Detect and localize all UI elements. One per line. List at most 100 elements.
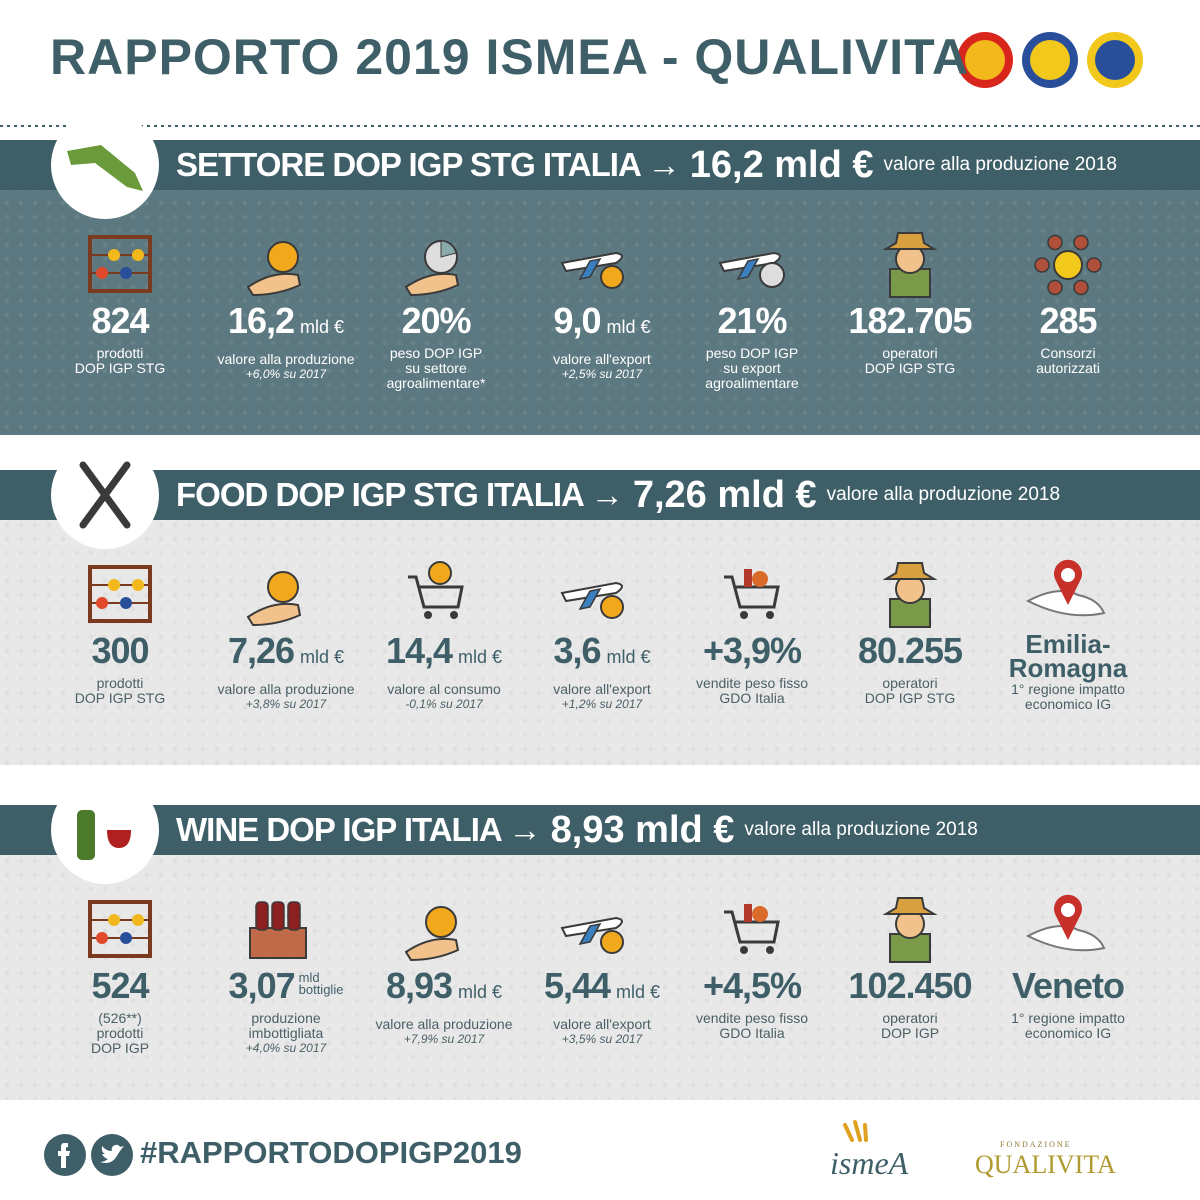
stat-label-line: DOP IGP STG (864, 360, 956, 376)
stat-number: 182.705 (848, 300, 972, 341)
section-pattern (0, 855, 1200, 1100)
stat-number: 9,0 (553, 300, 601, 341)
ismea-logo: ismeA (830, 1145, 909, 1181)
stat-unit-sub: bottiglie (298, 982, 344, 997)
stat-number: 3,07 (228, 965, 296, 1006)
section-title: WINE DOP IGP ITALIA → (176, 811, 542, 848)
stat-label-line: su export (723, 360, 781, 376)
twitter-glyph (100, 1144, 124, 1163)
stat: 3,07 mld bottiglie produzione imbottigliata +… (211, 967, 361, 1056)
stat-value: Emilia-Romagna (988, 629, 1148, 683)
section-title: FOOD DOP IGP STG ITALIA → (176, 476, 624, 513)
stat: 20% peso DOP IGP su settore agroalimentare* (361, 302, 511, 391)
stat-label-line: GDO Italia (719, 1025, 785, 1041)
glass-icon (107, 830, 131, 848)
stat: 7,26 mld € valore alla produzione +3,8% su … (211, 632, 361, 712)
icon-crate (249, 901, 307, 959)
section-header-band (0, 470, 1200, 520)
stat-value: Veneto (993, 967, 1143, 1005)
stat-number: 5,44 (543, 965, 611, 1006)
icon-farmer (882, 562, 938, 628)
stat: Veneto 1° regione impatto economico IG (993, 967, 1143, 1041)
stat: 102.450 operatori DOP IGP (835, 967, 985, 1041)
icon-planepie (718, 251, 785, 288)
stat-change: +6,0% su 2017 (245, 367, 327, 381)
stat-change: +1,2% su 2017 (561, 697, 643, 711)
section-value: 8,93 mld € (550, 808, 735, 851)
stat-change: +7,9% su 2017 (403, 1032, 485, 1046)
stat-label: Consorzi autorizzati (993, 346, 1143, 376)
stat-value: 300 (45, 632, 195, 670)
stat-label: 1° regione impatto economico IG (993, 1011, 1143, 1041)
stat-value: 5,44 mld € (527, 967, 677, 1011)
stat-label-line: DOP IGP STG (74, 690, 166, 706)
stat-value: 285 (993, 302, 1143, 340)
stat-unit: mld € (458, 647, 503, 667)
stat-label-line: DOP IGP (880, 1025, 940, 1041)
stat-value: 7,26 mld € (211, 632, 361, 676)
icon-farmer (882, 897, 938, 963)
section-heading: SETTORE DOP IGP STG ITALIA → 16,2 mld € va… (176, 142, 1117, 188)
stat-change: +4,0% su 2017 (245, 1041, 327, 1055)
stat-number: 524 (91, 965, 149, 1006)
stat-value: 9,0 mld € (527, 302, 677, 346)
stat-label: valore all'export (527, 682, 677, 697)
stat-label: operatori DOP IGP (835, 1011, 985, 1041)
stat-label-line: economico IG (1024, 1025, 1112, 1041)
stat-label-line: prodotti (96, 675, 144, 691)
stat-number: 20% (401, 300, 471, 341)
icon-hand (246, 571, 302, 627)
stat-unit: mld € (300, 647, 345, 667)
icon-plane (560, 581, 624, 619)
stat-change: +3,8% su 2017 (245, 697, 327, 711)
section-note: valore alla produzione 2018 (826, 484, 1061, 505)
stat-value: 20% (361, 302, 511, 340)
stat-label-line: prodotti (96, 345, 144, 361)
stat-number: 14,4 (385, 630, 453, 671)
icon-hand (246, 241, 302, 297)
stat-label-line: GDO Italia (719, 690, 785, 706)
stat-label: valore alla produzione (211, 352, 361, 367)
icon-pin (1025, 894, 1106, 952)
stat-value: 102.450 (835, 967, 985, 1005)
stat-value: 824 (45, 302, 195, 340)
section-pattern (0, 190, 1200, 435)
seals (957, 32, 1143, 88)
stat-label-line: operatori (882, 675, 938, 691)
stat-value: 3,6 mld € (527, 632, 677, 676)
section-pattern (0, 520, 1200, 765)
bottle-icon (77, 810, 95, 860)
stat-label-line: autorizzati (1036, 360, 1100, 376)
stat-label: valore al consumo (369, 682, 519, 697)
stat-label: 1° regione impatto economico IG (988, 682, 1148, 712)
italy-icon (67, 145, 143, 191)
stat-label-line: DOP IGP STG (74, 360, 166, 376)
stat-label-line: Consorzi (1040, 345, 1096, 361)
stat: +4,5% vendite peso fisso GDO Italia (677, 967, 827, 1041)
stat-label-line: imbottigliata (248, 1025, 324, 1041)
stat-number: 300 (91, 630, 149, 671)
icon-consorzi (1034, 234, 1102, 296)
stat-number: Emilia-Romagna (1008, 629, 1128, 683)
stat-label-line: produzione (251, 1010, 321, 1026)
stat: 21% peso DOP IGP su export agroalimentare (677, 302, 827, 391)
icon-cart (408, 561, 464, 619)
stat-label: vendite peso fisso GDO Italia (677, 1011, 827, 1041)
stat-value: 8,93 mld € (369, 967, 519, 1011)
stat-label-line: vendite peso fisso (695, 675, 809, 691)
stat-value: 80.255 (835, 632, 985, 670)
icon-pie (404, 240, 460, 297)
stat-label-line: prodotti (96, 1025, 144, 1041)
stat-label-line: peso DOP IGP (705, 345, 799, 361)
stat-label: vendite peso fisso GDO Italia (677, 676, 827, 706)
icon-cart2 (724, 904, 780, 954)
stat: 80.255 operatori DOP IGP STG (835, 632, 985, 706)
stat-number: 21% (717, 300, 787, 341)
icon-abacus (88, 235, 152, 293)
stat-label: operatori DOP IGP STG (835, 346, 985, 376)
stat-label: operatori DOP IGP STG (835, 676, 985, 706)
stat-label-line: operatori (882, 1010, 938, 1026)
stat: +3,9% vendite peso fisso GDO Italia (677, 632, 827, 706)
